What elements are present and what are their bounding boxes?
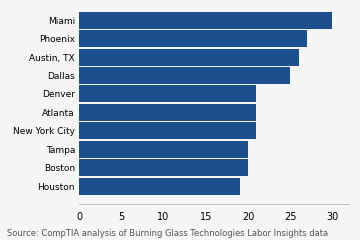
Bar [79, 12, 332, 29]
Bar [79, 159, 248, 176]
Bar [79, 141, 248, 158]
Text: Source: CompTIA analysis of Burning Glass Technologies Labor Insights data: Source: CompTIA analysis of Burning Glas… [7, 228, 328, 238]
Bar [79, 178, 239, 195]
Bar [79, 122, 256, 139]
Bar [79, 48, 298, 66]
Bar [79, 85, 256, 102]
Bar [79, 104, 256, 121]
Bar [79, 30, 307, 47]
Bar [79, 67, 290, 84]
